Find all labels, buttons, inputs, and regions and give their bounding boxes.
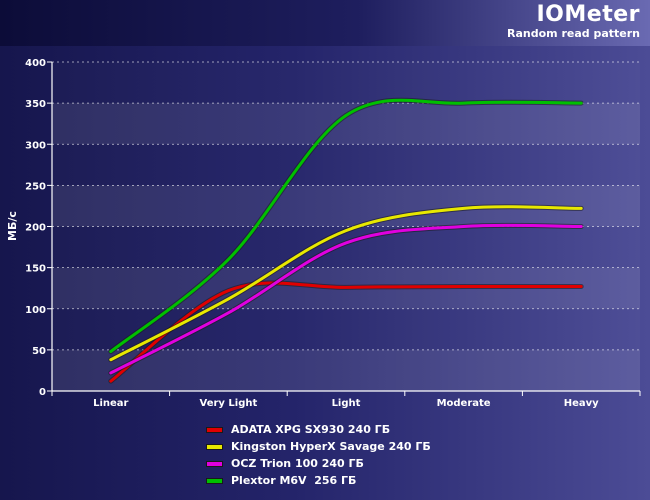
chart-header: IOMeter Random read pattern (0, 0, 650, 46)
legend-swatch (207, 461, 222, 466)
legend-swatch (207, 444, 222, 449)
x-tick-label: Very Light (200, 398, 258, 409)
series-line (109, 98, 583, 354)
chart-title: IOMeter (536, 2, 640, 27)
legend-swatch (207, 427, 222, 432)
series-lines (108, 97, 584, 384)
x-tick-label: Moderate (437, 398, 491, 409)
y-tick-label: 200 (25, 223, 46, 234)
x-tick-label: Heavy (564, 398, 599, 409)
legend-label: OCZ Trion 100 240 ГБ (231, 457, 364, 470)
legend-label: Kingston HyperX Savage 240 ГБ (231, 440, 431, 453)
y-axis-label: МБ/с (6, 211, 19, 241)
legend-label: Plextor M6V 256 ГБ (231, 474, 357, 487)
y-tick-label: 250 (25, 181, 46, 192)
legend-item: OCZ Trion 100 240 ГБ (207, 455, 431, 472)
legend-item: Kingston HyperX Savage 240 ГБ (207, 438, 431, 455)
x-tick-label: Linear (93, 398, 128, 409)
y-tick-label: 100 (25, 305, 46, 316)
plot-band (52, 103, 640, 145)
axes (51, 62, 641, 396)
legend-item: ADATA XPG SX930 240 ГБ (207, 421, 431, 438)
y-tick-label: 400 (25, 58, 46, 69)
legend-label: ADATA XPG SX930 240 ГБ (231, 423, 391, 436)
x-tick-label: Light (332, 398, 361, 409)
chart-subtitle: Random read pattern (507, 27, 640, 40)
plot-band (52, 62, 640, 103)
series-line (109, 223, 583, 375)
legend: ADATA XPG SX930 240 ГБ Kingston HyperX Sa… (207, 421, 431, 489)
y-tick-label: 50 (32, 346, 46, 357)
legend-item: Plextor M6V 256 ГБ (207, 472, 431, 489)
y-tick-label: 0 (39, 387, 46, 398)
y-tick-labels: 0 50 100 150 200 250 300 350 400 (25, 58, 46, 398)
line-chart: 0 50 100 150 200 250 300 350 400 Linear Very Ligh… (6, 58, 641, 409)
y-tick-label: 350 (25, 99, 46, 110)
y-tick-label: 300 (25, 140, 46, 151)
legend-swatch (207, 478, 222, 483)
plot-background-bands (52, 62, 640, 391)
plot-band (52, 144, 640, 185)
series-line (109, 205, 583, 362)
x-tick-labels: Linear Very Light Light Moderate Heavy (93, 398, 599, 409)
plot-band (52, 349, 640, 391)
y-tick-label: 150 (25, 264, 46, 275)
